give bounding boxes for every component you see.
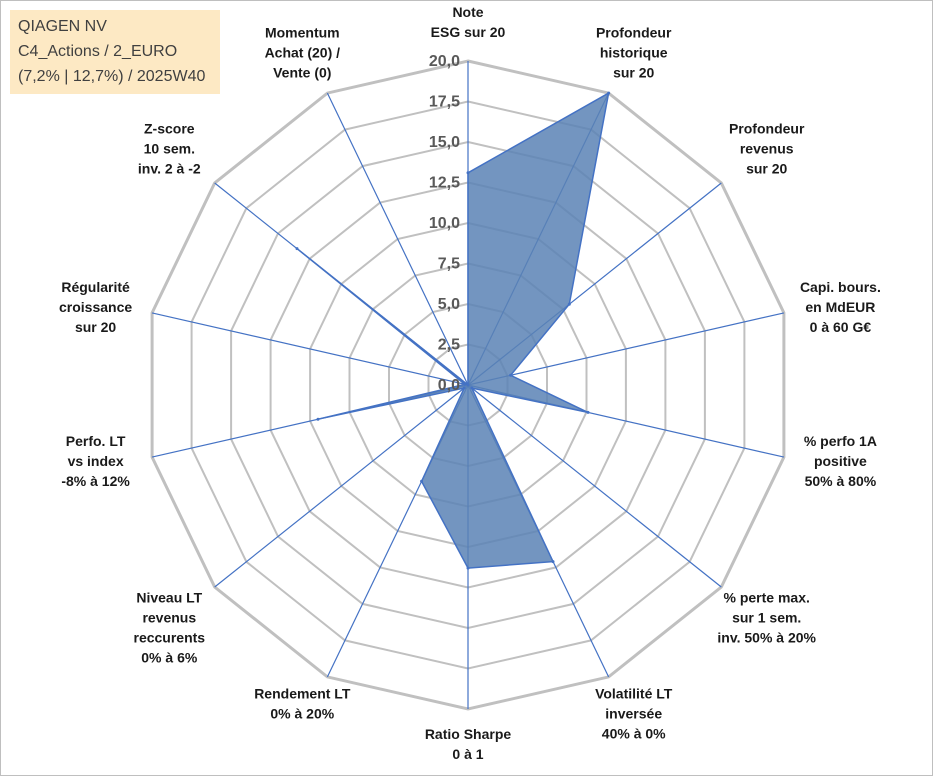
axis-label: Perfo. LT vs index -8% à 12% [61, 433, 130, 489]
axis-label-line: Rendement LT [254, 686, 351, 702]
axis-label: % perte max. sur 1 sem. inv. 50% à 20% [717, 590, 816, 646]
tick-label: 17,5 [429, 94, 460, 111]
series-point [586, 410, 590, 414]
stats-label: (7,2% | 12,7%) / 2025W40 [18, 68, 206, 85]
axis-label-line: 50% à 80% [805, 473, 877, 489]
axis-label-line: Perfo. LT [66, 433, 126, 449]
axis-label-line: ESG sur 20 [431, 24, 506, 40]
series-point [463, 382, 467, 386]
axis-spoke [467, 384, 722, 588]
axis-label-line: 40% à 0% [602, 726, 666, 742]
tick-label: 12,5 [429, 175, 460, 192]
axis-label-line: Momentum [265, 24, 340, 40]
series-point [420, 479, 424, 483]
category-label: C4_Actions / 2_EURO [18, 43, 178, 60]
chart-title-box: QIAGEN NV C4_Actions / 2_EURO (7,2% | 12… [10, 10, 220, 94]
axis-label-line: sur 20 [746, 160, 787, 176]
axis-label: Capi. bours. en MdEUR 0 à 60 G€ [800, 279, 881, 335]
axis-label-line: Profondeur [729, 120, 805, 136]
axis-label-line: reccurents [134, 630, 206, 646]
axis-label: Volatilité LT inversée 40% à 0% [595, 686, 673, 742]
series-point [316, 417, 320, 421]
axis-label-line: revenus [740, 140, 794, 156]
axis-labels: Note ESG sur 20 Profondeur historique sur 20… [59, 4, 881, 762]
axis-label-line: % perte max. [724, 590, 810, 606]
axis-label-line: Capi. bours. [800, 279, 881, 295]
axis-label-line: sur 20 [613, 64, 654, 80]
axis-label-line: 0 à 60 G€ [810, 319, 872, 335]
axis-spoke [214, 384, 469, 588]
axis-label: Z-score 10 sem. inv. 2 à -2 [138, 120, 201, 176]
axis-label-line: croissance [59, 299, 132, 315]
series-point [551, 560, 555, 564]
axis-label-line: Achat (20) / [265, 44, 341, 60]
axis-label-line: % perfo 1A [804, 433, 877, 449]
axis-label: Momentum Achat (20) / Vente (0) [265, 24, 341, 80]
axis-label-line: sur 1 sem. [732, 610, 801, 626]
series-point [567, 302, 571, 306]
axis-label-line: historique [600, 44, 668, 60]
series-point [466, 383, 470, 387]
axis-label-line: 0% à 20% [270, 706, 334, 722]
tick-label: 15,0 [429, 134, 460, 151]
company-name: QIAGEN NV [18, 18, 107, 35]
series-point [509, 373, 513, 377]
axis-label-line: inversée [605, 706, 662, 722]
axis-label-line: Vente (0) [273, 64, 331, 80]
axis-label-line: Volatilité LT [595, 686, 673, 702]
axis-label-line: positive [814, 453, 867, 469]
axis-label-line: revenus [142, 610, 196, 626]
axis-spoke [467, 312, 785, 386]
axis-label: Ratio Sharpe 0 à 1 [425, 726, 512, 762]
series-point [607, 91, 611, 95]
series-point [470, 386, 474, 390]
tick-label: 10,0 [429, 215, 460, 232]
axis-label: Rendement LT 0% à 20% [254, 686, 351, 722]
axis-label-line: Z-score [144, 120, 195, 136]
axis-label: Niveau LT revenus reccurents 0% à 6% [134, 590, 206, 666]
axis-label: Profondeur revenus sur 20 [729, 120, 805, 176]
axis-label-line: en MdEUR [805, 299, 875, 315]
axis-label: Note ESG sur 20 [431, 4, 506, 40]
axis-label-line: Note [452, 4, 483, 20]
axis-spoke [326, 92, 469, 386]
axis-label-line: Profondeur [596, 24, 672, 40]
axis-label-line: Niveau LT [136, 590, 202, 606]
axis-label-line: inv. 2 à -2 [138, 160, 201, 176]
series-point [295, 247, 299, 251]
tick-label: 0,0 [438, 377, 460, 394]
axis-label-line: -8% à 12% [61, 473, 130, 489]
tick-label: 7,5 [438, 256, 460, 273]
axis-label-line: sur 20 [75, 319, 116, 335]
radar-series [295, 91, 611, 570]
axis-label: Régularité croissance sur 20 [59, 279, 132, 335]
series-point [462, 386, 466, 390]
tick-label: 20,0 [429, 53, 460, 70]
axis-label-line: 0 à 1 [452, 746, 483, 762]
radial-tick-labels: 0,0 2,5 5,0 7,5 10,0 12,5 15,0 17,5 20,0 [429, 53, 460, 394]
axis-label: Profondeur historique sur 20 [596, 24, 672, 80]
series-point [466, 566, 470, 570]
series-point [466, 171, 470, 175]
axis-label: % perfo 1A positive 50% à 80% [804, 433, 877, 489]
axis-label-line: Régularité [61, 279, 130, 295]
axis-label-line: Ratio Sharpe [425, 726, 512, 742]
series-area [296, 91, 610, 569]
tick-label: 2,5 [438, 337, 460, 354]
axis-label-line: 10 sem. [144, 140, 195, 156]
axis-label-line: inv. 50% à 20% [717, 630, 816, 646]
axis-label-line: vs index [68, 453, 124, 469]
tick-label: 5,0 [438, 296, 460, 313]
axis-label-line: 0% à 6% [141, 650, 198, 666]
axis-spoke [151, 312, 469, 386]
